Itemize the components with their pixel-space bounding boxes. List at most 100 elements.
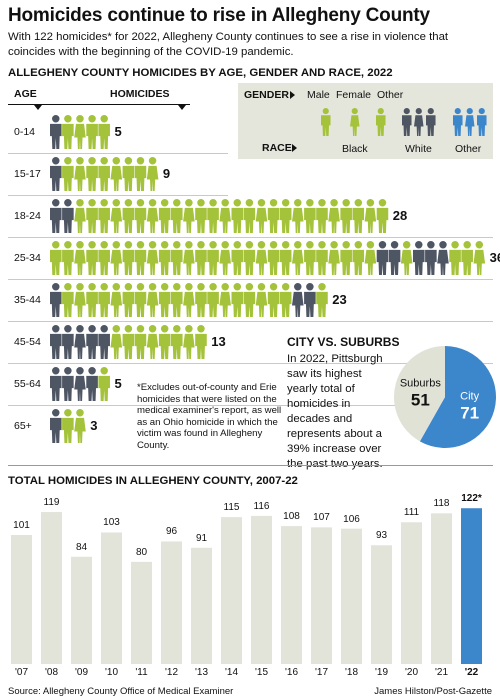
total-bar: [461, 508, 482, 664]
homicide-figure-icon: [86, 367, 98, 401]
homicide-figure-icon: [122, 241, 135, 275]
homicide-figure-icon: [50, 115, 62, 149]
homicide-figure-icon: [292, 283, 304, 317]
legend-white-icon: [402, 108, 412, 136]
legend-male-icon: [321, 108, 331, 136]
homicide-figure-icon: [74, 283, 86, 317]
homicide-figure-icon: [195, 241, 207, 275]
homicide-figure-icon: [62, 325, 74, 359]
bar-value-label: 116: [253, 500, 270, 512]
total-bar: [71, 556, 92, 664]
bar-value-label: 119: [43, 497, 60, 509]
legend-panel: [238, 83, 493, 159]
homicide-figure-icon: [400, 241, 413, 275]
homicide-figure-icon: [364, 241, 377, 275]
homicide-figure-icon: [292, 199, 304, 233]
homicide-figure-icon: [340, 199, 352, 233]
bar-value-label: 111: [403, 507, 420, 519]
homicide-figure-icon: [449, 241, 461, 275]
homicide-figure-icon: [86, 325, 98, 359]
bar-year-label: '21: [434, 667, 449, 678]
legend-female-icon: [350, 108, 360, 136]
homicide-figure-icon: [171, 241, 183, 275]
bar-year-label: '10: [104, 667, 119, 678]
age-caret-icon: [34, 105, 42, 110]
homicide-figure-icon: [134, 241, 147, 275]
totals-heading: TOTAL HOMICIDES IN ALLEGHENY COUNTY, 200…: [8, 475, 298, 487]
row-divider: [8, 363, 493, 364]
row-divider: [8, 405, 493, 406]
age-row-label: 55-64: [14, 378, 41, 390]
bar-year-label: '20: [404, 667, 419, 678]
homicide-figure-icon: [134, 199, 147, 233]
bar-year-label: '18: [344, 667, 359, 678]
homicides-caret-icon: [178, 105, 186, 110]
homicide-figure-icon: [86, 241, 98, 275]
homicide-figure-icon: [183, 199, 195, 233]
homicide-figure-icon: [243, 199, 256, 233]
legend-white-icon: [426, 108, 436, 136]
legend-female: Female: [336, 89, 372, 101]
bar-value-label: 91: [195, 532, 208, 544]
bar-year-label: '12: [164, 667, 179, 678]
total-bar: [431, 513, 452, 664]
bar-year-label: '19: [374, 667, 389, 678]
homicide-figure-icon: [376, 241, 389, 275]
homicide-figure-icon: [255, 283, 268, 317]
demographics-heading: ALLEGHENY COUNTY HOMICIDES BY AGE, GENDE…: [8, 67, 393, 79]
age-row-label: 45-54: [14, 336, 41, 348]
homicide-figure-icon: [279, 199, 292, 233]
total-bar: [221, 517, 242, 664]
homicide-figure-icon: [352, 241, 365, 275]
race-arrow-icon: [292, 144, 297, 152]
age-row-label: 0-14: [14, 126, 36, 138]
total-bar: [161, 541, 182, 664]
homicide-figure-icon: [74, 157, 86, 191]
homicide-figure-icon: [62, 157, 74, 191]
row-divider: [8, 153, 228, 154]
city-vs-suburbs-text: In 2022, Pittsburgh saw its highest year…: [287, 353, 383, 470]
legend-black: Black: [342, 143, 368, 155]
legend-figures: [321, 108, 487, 136]
homicide-figure-icon: [231, 199, 244, 233]
bar-value-label: 96: [165, 526, 178, 538]
pie-slice-city: [419, 346, 496, 448]
homicide-figure-icon: [207, 283, 219, 317]
homicide-figure-icon: [98, 325, 110, 359]
homicide-figure-icon: [110, 157, 123, 191]
footnote: *Excludes out-of-county and Erie homicid…: [137, 382, 282, 451]
homicide-figure-icon: [74, 367, 86, 401]
homicide-figure-icon: [86, 283, 98, 317]
homicide-figure-icon: [195, 325, 207, 359]
homicide-figure-icon: [146, 199, 159, 233]
homicide-figure-icon: [195, 199, 207, 233]
bar-value-label: 115: [223, 502, 240, 514]
homicide-figure-icon: [376, 199, 389, 233]
homicide-figure-icon: [158, 199, 171, 233]
homicide-figure-icon: [134, 283, 147, 317]
bar-value-label: 101: [13, 520, 30, 532]
homicide-figure-icon: [50, 325, 62, 359]
section-divider: [8, 465, 493, 466]
bar-year-label: '16: [284, 667, 299, 678]
homicide-figure-icon: [146, 283, 159, 317]
homicide-figure-icon: [171, 283, 183, 317]
page-subtitle: With 122 homicides* for 2022, Allegheny …: [8, 31, 449, 58]
homicide-figure-icon: [473, 241, 486, 275]
row-divider: [8, 195, 228, 196]
homicide-figure-icon: [231, 241, 244, 275]
total-bar: [371, 545, 392, 664]
homicide-figure-icon: [340, 241, 352, 275]
homicide-figure-icon: [316, 241, 328, 275]
source-note: Source: Allegheny County Office of Medic…: [8, 686, 234, 697]
homicide-figure-icon: [328, 241, 340, 275]
pie-label-city: City: [460, 390, 479, 402]
homicide-figure-icon: [50, 157, 62, 191]
homicide-figure-icon: [86, 199, 98, 233]
homicide-figure-icon: [158, 283, 171, 317]
homicide-figure-icon: [207, 199, 219, 233]
total-bar: [101, 532, 122, 664]
homicide-figure-icon: [171, 199, 183, 233]
homicide-figure-icon: [74, 115, 86, 149]
homicide-figure-icon: [62, 367, 74, 401]
